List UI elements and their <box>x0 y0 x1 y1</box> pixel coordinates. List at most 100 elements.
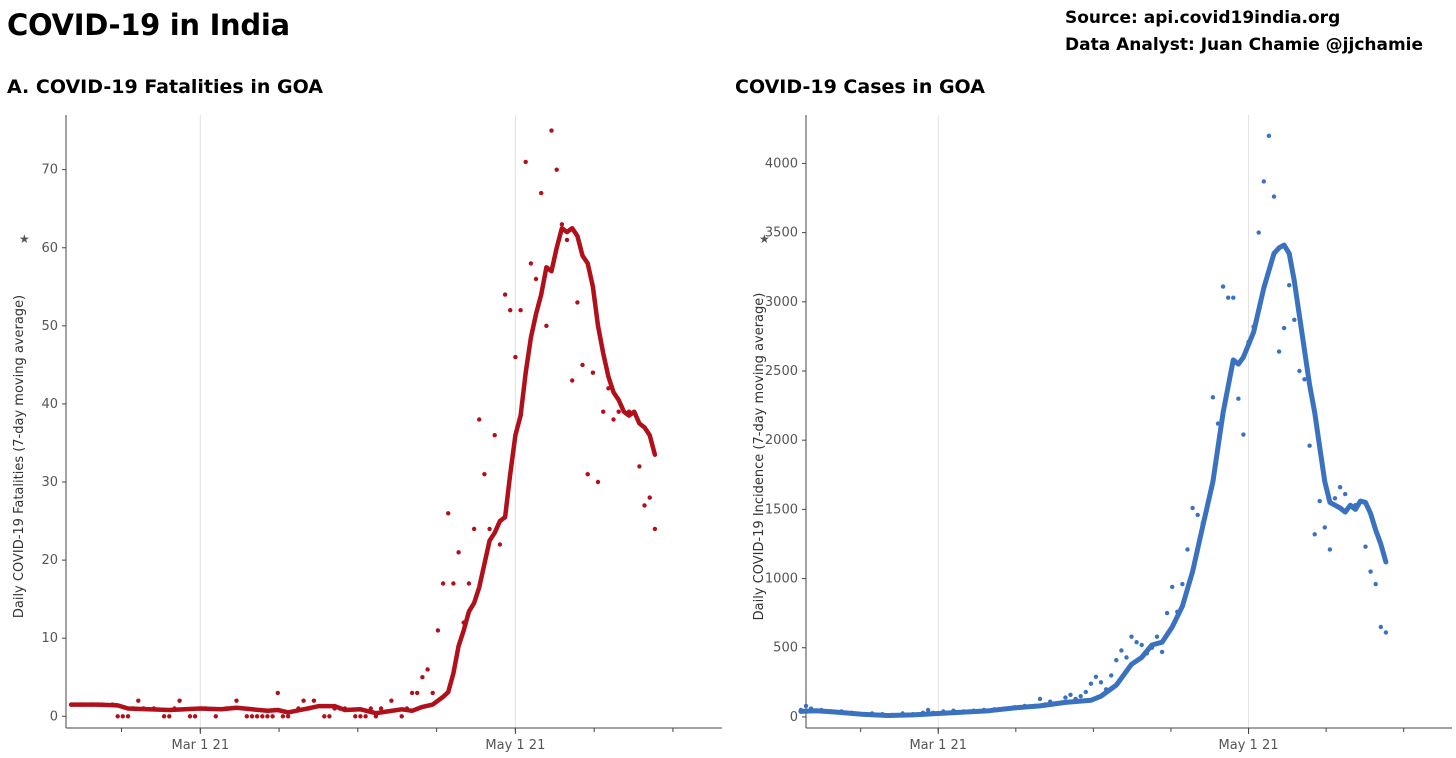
cases-y-tick-label: 4000 <box>765 156 798 171</box>
cases-daily-point <box>1159 649 1165 655</box>
fatalities-daily-point <box>570 378 575 383</box>
cases-daily-point <box>1119 648 1124 653</box>
fatalities-daily-point <box>322 714 327 719</box>
cases-daily-point <box>1251 324 1256 329</box>
fatalities-daily-point <box>213 714 218 719</box>
fatalities-daily-point <box>378 706 384 711</box>
fatalities-daily-point <box>136 698 141 703</box>
cases-y-tick-label: 1000 <box>765 572 798 587</box>
fatalities-daily-point <box>373 714 379 719</box>
cases-daily-point <box>1124 655 1129 660</box>
fatalities-daily-point <box>456 550 461 555</box>
fatalities-daily-point <box>435 628 441 633</box>
fatalities-daily-point <box>533 276 539 282</box>
cases-daily-point <box>1322 525 1328 530</box>
fatalities-daily-point <box>611 417 616 422</box>
fatalities-y-tick-label: 50 <box>41 319 58 334</box>
cases-daily-point <box>1378 624 1384 630</box>
cases-y-tick-label: 1500 <box>765 502 798 517</box>
cases-daily-point <box>880 712 885 717</box>
fatalities-daily-point <box>285 714 291 719</box>
cases-daily-point <box>931 710 936 715</box>
fatalities-daily-point <box>399 714 404 719</box>
fatalities-y-tick-label: 10 <box>41 631 58 646</box>
cases-daily-point <box>946 710 951 715</box>
cases-daily-point <box>803 703 809 709</box>
fatalities-daily-point <box>647 495 652 500</box>
fatalities-daily-point <box>275 690 280 696</box>
fatalities-daily-point <box>254 714 260 719</box>
fatalities-daily-point <box>616 409 621 414</box>
fatalities-daily-point <box>311 698 317 703</box>
fatalities-daily-point <box>244 714 249 719</box>
cases-daily-point <box>1093 674 1099 679</box>
fatalities-daily-point <box>409 690 415 696</box>
cases-daily-point <box>1281 325 1287 331</box>
cases-daily-point <box>1231 295 1236 300</box>
fatalities-y-tick-label: 0 <box>50 709 58 724</box>
cases-daily-point <box>1353 503 1358 508</box>
fatalities-daily-point <box>69 702 74 707</box>
cases-daily-point <box>798 707 804 713</box>
fatalities-y-tick-label: 60 <box>41 241 58 256</box>
fatalities-daily-point <box>125 714 131 719</box>
fatalities-daily-point <box>497 542 503 547</box>
fatalities-daily-point <box>466 581 472 586</box>
fatalities-daily-point <box>585 472 590 477</box>
cases-daily-point <box>808 706 814 711</box>
cases-daily-point <box>1200 521 1206 526</box>
source-credits: Source: api.covid19india.org Data Analys… <box>1065 5 1423 59</box>
fatalities-daily-point <box>482 472 487 477</box>
cases-daily-point <box>1236 396 1241 401</box>
cases-daily-point <box>1164 610 1170 616</box>
cases-daily-point <box>981 707 987 713</box>
cases-daily-point <box>1129 634 1134 639</box>
fatalities-daily-point <box>580 362 585 368</box>
fatalities-daily-point <box>270 714 275 719</box>
cases-daily-point <box>869 711 875 716</box>
cases-x-tick-label: May 1 21 <box>1219 738 1279 753</box>
fatalities-daily-point <box>564 237 570 243</box>
analyst-line: Data Analyst: Juan Chamie @jjchamie <box>1065 35 1424 55</box>
cases-daily-point <box>1134 640 1139 645</box>
cases-daily-point <box>1180 581 1185 587</box>
cases-daily-point <box>936 711 941 716</box>
cases-daily-point <box>1337 485 1343 490</box>
cases-daily-point <box>1266 133 1272 138</box>
cases-daily-point <box>1215 421 1221 426</box>
fatalities-daily-point <box>471 526 477 532</box>
cases-daily-point <box>1368 569 1373 574</box>
fatalities-daily-point <box>544 323 549 328</box>
cases-chart-title: COVID-19 Cases in GOA <box>735 76 985 98</box>
cases-daily-point <box>1307 443 1312 448</box>
cases-daily-point <box>1297 368 1302 374</box>
fatalities-daily-point <box>642 503 647 508</box>
cases-daily-point <box>1170 584 1175 590</box>
cases-daily-point <box>956 709 961 715</box>
fatalities-daily-point <box>192 714 198 719</box>
cases-daily-point <box>1241 432 1246 437</box>
fatalities-daily-point <box>430 690 435 696</box>
fatalities-daily-point <box>549 128 554 133</box>
cases-daily-point <box>1327 547 1333 552</box>
fatalities-daily-point <box>477 417 482 422</box>
fatalities-daily-point <box>167 714 172 719</box>
cases-daily-point <box>890 712 895 718</box>
fatalities-daily-point <box>554 167 559 172</box>
cases-daily-point <box>1078 694 1083 699</box>
fatalities-daily-point <box>342 706 348 711</box>
fatalities-daily-point <box>120 714 126 719</box>
fatalities-daily-point <box>508 308 513 313</box>
cases-daily-point <box>1246 339 1251 345</box>
fatalities-daily-point <box>440 581 446 586</box>
cases-x-tick-label: Mar 1 21 <box>909 738 967 753</box>
cases-y-axis-label: Daily COVID-19 Incidence (7-day moving a… <box>752 293 767 621</box>
cases-daily-point <box>1292 317 1297 322</box>
cases-daily-point <box>1083 689 1089 695</box>
fatalities-daily-point <box>606 386 611 391</box>
cases-daily-point <box>1048 699 1053 704</box>
fatalities-y-tick-label: 40 <box>41 397 58 412</box>
cases-daily-point <box>1139 642 1144 648</box>
cases-daily-point <box>971 708 977 713</box>
